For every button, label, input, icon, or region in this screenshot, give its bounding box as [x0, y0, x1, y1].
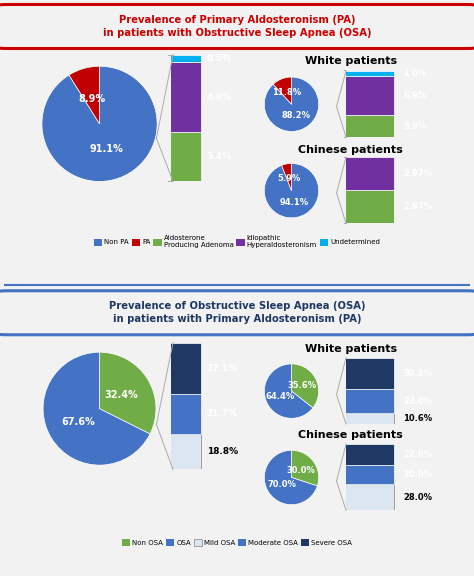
Text: Chinese patients: Chinese patients	[299, 430, 403, 441]
Text: White patients: White patients	[305, 344, 397, 354]
Text: 0.5%: 0.5%	[207, 54, 231, 63]
Text: 67.6%: 67.6%	[61, 417, 95, 427]
Bar	[332, 190, 394, 223]
Text: 18.8%: 18.8%	[207, 448, 237, 456]
Bar	[332, 71, 394, 77]
Text: 70.0%: 70.0%	[267, 480, 296, 489]
Text: Chinese patients: Chinese patients	[299, 145, 403, 155]
Text: 5.9%: 5.9%	[278, 174, 301, 183]
Bar	[332, 77, 394, 115]
Text: 6.9%: 6.9%	[403, 92, 427, 100]
Text: 4.9%: 4.9%	[207, 93, 232, 102]
Text: 2.97%: 2.97%	[403, 169, 432, 179]
Wedge shape	[273, 77, 292, 104]
Bar	[162, 393, 201, 434]
Text: 8.9%: 8.9%	[79, 94, 106, 104]
Wedge shape	[69, 66, 100, 124]
Bar	[332, 465, 394, 484]
Text: 20.0%: 20.0%	[403, 470, 432, 479]
Bar	[332, 389, 394, 413]
Text: 35.6%: 35.6%	[288, 381, 317, 391]
Text: 27.1%: 27.1%	[207, 363, 238, 373]
Text: 21.7%: 21.7%	[207, 410, 238, 418]
Wedge shape	[264, 164, 319, 218]
Text: 23.0%: 23.0%	[403, 397, 432, 406]
FancyBboxPatch shape	[0, 291, 474, 335]
Wedge shape	[43, 352, 150, 465]
Text: White patients: White patients	[305, 56, 397, 66]
Text: 11.8%: 11.8%	[273, 88, 301, 97]
Bar	[332, 358, 394, 389]
Bar	[332, 115, 394, 137]
Legend: Non PA, PA, Aldosterone
Producing Adenoma, Idiopathic
Hyperaldosteronism, Undete: Non PA, PA, Aldosterone Producing Adenom…	[94, 236, 380, 248]
Text: 91.1%: 91.1%	[90, 144, 124, 154]
Legend: Non OSA, OSA, Mild OSA, Moderate OSA, Severe OSA: Non OSA, OSA, Mild OSA, Moderate OSA, Se…	[122, 539, 352, 547]
Wedge shape	[282, 164, 292, 191]
Bar	[332, 413, 394, 424]
Text: Prevalence of Obstructive Sleep Apnea (OSA)
in patients with Primary Aldosteroni: Prevalence of Obstructive Sleep Apnea (O…	[109, 301, 365, 324]
Text: 88.2%: 88.2%	[282, 111, 310, 120]
Text: 30.8%: 30.8%	[403, 369, 432, 378]
Wedge shape	[264, 450, 318, 505]
Wedge shape	[42, 66, 157, 181]
Text: 3.9%: 3.9%	[403, 122, 427, 131]
Text: 64.4%: 64.4%	[266, 392, 295, 401]
Text: 28.0%: 28.0%	[403, 492, 432, 502]
Bar	[162, 434, 201, 469]
Bar	[162, 62, 201, 132]
Text: 1.0%: 1.0%	[403, 69, 427, 78]
Text: 10.6%: 10.6%	[403, 414, 433, 423]
Wedge shape	[264, 77, 319, 131]
Bar	[162, 55, 201, 62]
Text: Prevalence of Primary Aldosteronism (PA)
in patients with Obstructive Sleep Apne: Prevalence of Primary Aldosteronism (PA)…	[103, 15, 371, 38]
Bar	[162, 132, 201, 181]
Text: 30.0%: 30.0%	[287, 466, 316, 475]
Text: 32.4%: 32.4%	[104, 391, 138, 400]
Bar	[332, 444, 394, 465]
Text: 3.4%: 3.4%	[207, 153, 231, 161]
FancyBboxPatch shape	[0, 5, 474, 48]
Wedge shape	[264, 364, 313, 418]
Wedge shape	[292, 450, 319, 486]
Bar	[332, 157, 394, 190]
Text: 94.1%: 94.1%	[279, 198, 308, 207]
Bar	[162, 343, 201, 393]
Bar	[332, 484, 394, 510]
Text: 2.97%: 2.97%	[403, 202, 432, 211]
Text: 22.0%: 22.0%	[403, 450, 433, 459]
Wedge shape	[292, 364, 319, 408]
Wedge shape	[100, 352, 156, 434]
